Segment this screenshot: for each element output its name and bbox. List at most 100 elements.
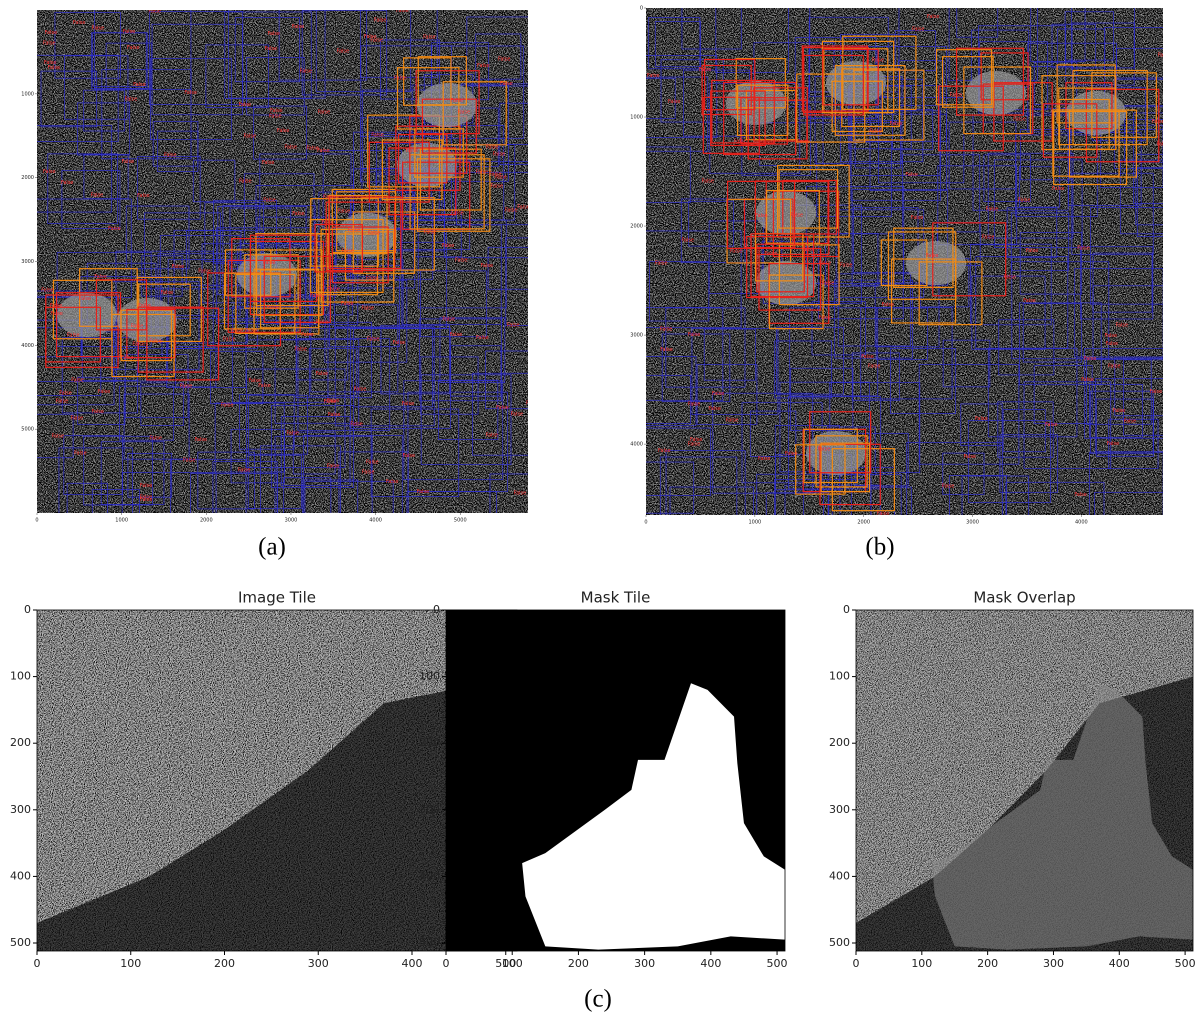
flood-region (906, 241, 966, 285)
box-label: False (1052, 186, 1065, 192)
box-label: False (221, 403, 234, 409)
box-label: False (455, 258, 468, 264)
box-label: False (819, 260, 832, 266)
box-label: False (393, 340, 406, 346)
box-label: False (323, 194, 336, 200)
box-label: False (317, 148, 330, 154)
box-label: False (164, 153, 177, 159)
box-label: False (368, 230, 381, 236)
box-label: False (1107, 441, 1120, 447)
box-label: False (963, 454, 976, 460)
box-label: False (660, 326, 673, 332)
box-label: False (1106, 341, 1119, 347)
box-label: False (708, 406, 721, 412)
y-tick-label: 3000 (21, 259, 34, 265)
box-label: False (394, 76, 407, 82)
box-label: False (172, 264, 185, 270)
x-tick-label: 400 (402, 957, 423, 970)
box-label: False (183, 458, 196, 464)
box-label: False (1045, 422, 1058, 428)
x-tick-label: 0 (34, 957, 41, 970)
x-tick-label: 1000 (748, 520, 761, 526)
y-tick-label: 400 (829, 869, 850, 882)
caption: (c) (584, 986, 612, 1013)
box-label: False (258, 383, 271, 389)
box-label: False (507, 323, 520, 329)
box-label: False (517, 204, 530, 210)
box-label: False (402, 401, 415, 407)
box-label: False (43, 169, 56, 175)
box-label: False (338, 208, 351, 214)
box-label: False (424, 229, 437, 235)
box-label: False (1113, 408, 1126, 414)
box-label: False (348, 227, 361, 233)
tile-image (37, 610, 517, 951)
box-label: False (140, 483, 153, 489)
y-tick-label: 200 (829, 736, 850, 749)
box-label: False (1023, 298, 1036, 304)
box-label: False (493, 151, 506, 157)
box-label: False (1018, 197, 1031, 203)
box-label: False (125, 97, 138, 103)
box-label: False (476, 335, 489, 341)
box-label: False (266, 305, 279, 311)
y-tick-label: 5000 (21, 427, 34, 433)
box-label: False (1074, 492, 1087, 498)
box-label: False (1115, 323, 1128, 329)
x-tick-label: 500 (1175, 957, 1196, 970)
box-label: False (494, 175, 507, 181)
tile-image (446, 610, 785, 951)
box-label: False (367, 336, 380, 342)
box-label: False (262, 160, 275, 166)
x-tick-label: 0 (35, 518, 38, 524)
box-label: False (688, 401, 701, 407)
box-label: False (94, 274, 107, 280)
box-label: False (74, 451, 87, 457)
x-tick-label: 3000 (966, 520, 979, 526)
y-tick-label: 0 (433, 603, 440, 616)
box-label: False (658, 448, 671, 454)
figure: False False False False False False False False… (0, 0, 1203, 1021)
y-tick-label: 0 (843, 603, 850, 616)
box-label: False (108, 226, 121, 232)
box-label: False (840, 263, 853, 269)
y-tick-label: 200 (10, 736, 31, 749)
box-label: False (818, 315, 831, 321)
box-label: False (73, 20, 86, 26)
box-label: False (1081, 377, 1094, 383)
x-tick-label: 0 (853, 957, 860, 970)
box-label: False (869, 129, 882, 135)
x-tick-label: 100 (502, 957, 523, 970)
box-label: False (277, 128, 290, 134)
y-tick-label: 3000 (630, 333, 643, 339)
y-tick-label: 4000 (21, 343, 34, 349)
box-label: False (701, 179, 714, 185)
box-label: False (442, 243, 455, 249)
box-label: False (498, 57, 511, 63)
x-tick-label: 100 (911, 957, 932, 970)
box-label: False (871, 57, 884, 63)
box-label: False (514, 490, 527, 496)
box-label: False (194, 437, 207, 443)
box-label: False (184, 90, 197, 96)
y-tick-label: 4000 (630, 442, 643, 448)
box-label: False (1156, 142, 1169, 148)
box-label: False (138, 303, 151, 309)
box-label: False (267, 31, 280, 37)
box-label: False (975, 416, 988, 422)
box-label: False (861, 354, 874, 360)
x-tick-label: 3000 (285, 518, 298, 524)
box-label: False (403, 453, 416, 459)
y-tick-label: 0 (24, 603, 31, 616)
x-tick-label: 2000 (200, 518, 213, 524)
box-label: False (327, 464, 340, 470)
box-label: False (238, 467, 251, 473)
box-label: False (726, 417, 739, 423)
box-label: False (140, 497, 153, 503)
box-label: False (132, 342, 145, 348)
box-label: False (121, 355, 134, 361)
box-label: False (647, 73, 660, 79)
box-label: False (475, 170, 488, 176)
box-label: False (354, 387, 367, 393)
box-label: False (50, 303, 63, 309)
